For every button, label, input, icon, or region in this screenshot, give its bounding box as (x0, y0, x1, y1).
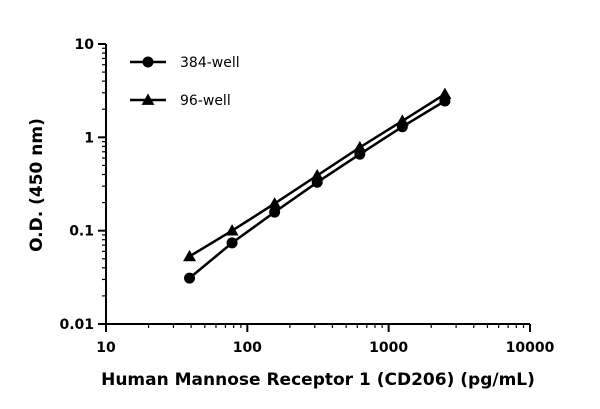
x-tick-label: 10 (96, 340, 116, 356)
data-point (183, 249, 197, 262)
data-point (438, 87, 452, 100)
series-384-well (184, 95, 451, 284)
series-layer (183, 87, 452, 284)
data-point (226, 237, 238, 249)
data-point (268, 197, 282, 209)
x-axis-ticks: 10 100 1000 10000 (96, 324, 555, 356)
x-tick-label: 1000 (369, 340, 408, 356)
y-tick-label: 0.1 (69, 224, 94, 240)
y-tick-label: 1 (84, 130, 94, 146)
legend-item: 96-well (130, 93, 231, 109)
legend-marker (141, 93, 155, 105)
data-point (225, 224, 239, 236)
data-point (310, 169, 324, 181)
data-point (184, 272, 196, 284)
legend-marker (142, 56, 154, 68)
data-point (353, 140, 367, 153)
y-axis-title: O.D. (450 nm) (27, 118, 47, 252)
x-tick-label: 100 (233, 340, 262, 356)
y-tick-label: 0.01 (59, 317, 94, 333)
data-point (395, 114, 409, 126)
legend-label: 384-well (180, 55, 240, 71)
y-axis-ticks: 0.01 0.1 1 10 (59, 37, 106, 333)
legend-item: 384-well (130, 55, 240, 71)
x-axis-title: Human Mannose Receptor 1 (CD206) (pg/mL) (101, 370, 535, 390)
data-point (269, 206, 281, 218)
legend-label: 96-well (180, 93, 231, 109)
series-96-well (183, 87, 452, 262)
legend: 384-well 96-well (130, 55, 240, 109)
y-tick-label: 10 (75, 37, 95, 53)
x-tick-label: 10000 (506, 340, 555, 356)
